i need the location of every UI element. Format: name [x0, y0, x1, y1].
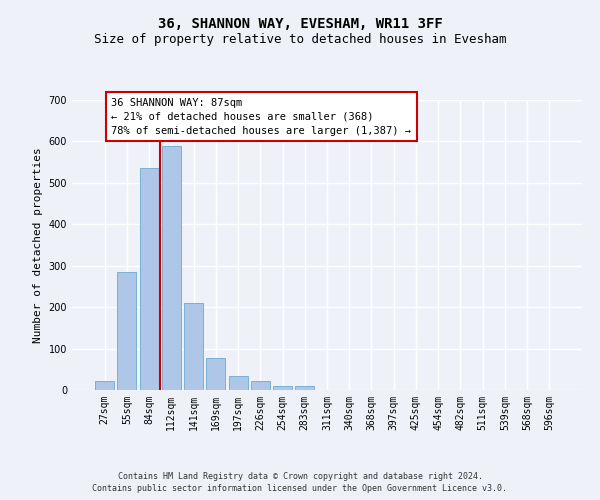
Bar	[273, 386, 292, 390]
Bar	[162, 146, 181, 390]
Bar	[206, 358, 225, 390]
Bar	[118, 272, 136, 390]
Text: Size of property relative to detached houses in Evesham: Size of property relative to detached ho…	[94, 32, 506, 46]
Bar	[184, 303, 203, 390]
Bar	[229, 376, 248, 390]
Bar	[95, 381, 114, 390]
Text: Contains HM Land Registry data © Crown copyright and database right 2024.: Contains HM Land Registry data © Crown c…	[118, 472, 482, 481]
Text: 36, SHANNON WAY, EVESHAM, WR11 3FF: 36, SHANNON WAY, EVESHAM, WR11 3FF	[158, 18, 442, 32]
Y-axis label: Number of detached properties: Number of detached properties	[33, 147, 43, 343]
Bar	[295, 386, 314, 390]
Text: 36 SHANNON WAY: 87sqm
← 21% of detached houses are smaller (368)
78% of semi-det: 36 SHANNON WAY: 87sqm ← 21% of detached …	[112, 98, 412, 136]
Bar	[140, 168, 158, 390]
Text: Contains public sector information licensed under the Open Government Licence v3: Contains public sector information licen…	[92, 484, 508, 493]
Bar	[251, 381, 270, 390]
